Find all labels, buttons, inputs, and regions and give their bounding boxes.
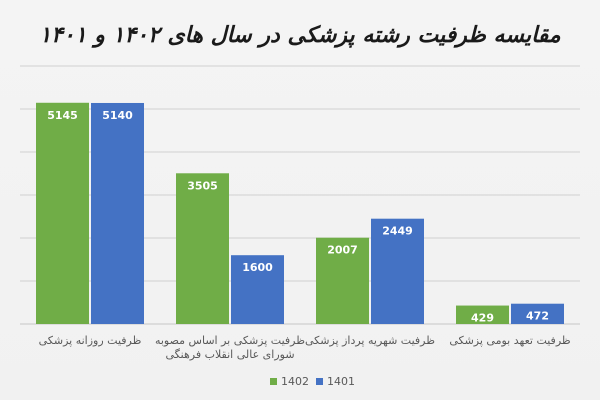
legend-label: 1401 (327, 375, 355, 388)
data-label: 2007 (327, 244, 358, 257)
bar-1402 (316, 237, 369, 324)
data-label: 429 (471, 312, 494, 325)
data-label: 472 (526, 310, 549, 323)
data-label: 5145 (47, 109, 78, 122)
category-labels: ظرفیت روزانه پزشکی ظرفیت پزشکی بر اساس مص… (39, 334, 571, 361)
chart-title: مقایسه ظرفیت رشته پزشکی در سال های ۱۴۰۲ … (39, 23, 561, 48)
legend-swatch (316, 378, 323, 385)
legend-label: 1402 (281, 375, 309, 388)
data-label: 3505 (187, 179, 218, 192)
bar-1401 (511, 303, 564, 324)
category-label: ظرفیت تعهد بومی پزشکی (449, 334, 571, 347)
bar-1402 (176, 173, 229, 324)
category-label: ظرفیت پزشکی بر اساس مصوبه (155, 334, 305, 347)
bars: 5145 5140 3505 1600 2007 2449 429 472 (36, 102, 564, 325)
data-label: 1600 (242, 261, 273, 274)
legend-swatch (270, 378, 277, 385)
category-label: ظرفیت روزانه پزشکی (39, 334, 142, 347)
bar-1401 (91, 102, 144, 324)
category-label: ظرفیت شهریه پرداز پزشکی (305, 334, 435, 347)
bar-1402 (36, 102, 89, 324)
bar-1401 (231, 255, 284, 324)
category-label: شورای عالی انقلاب فرهنگی (165, 348, 294, 361)
legend: 1402 1401 (270, 375, 355, 388)
data-label: 2449 (382, 225, 413, 238)
bar-1402 (456, 305, 509, 324)
data-label: 5140 (102, 109, 133, 122)
bar-1401 (371, 218, 424, 324)
